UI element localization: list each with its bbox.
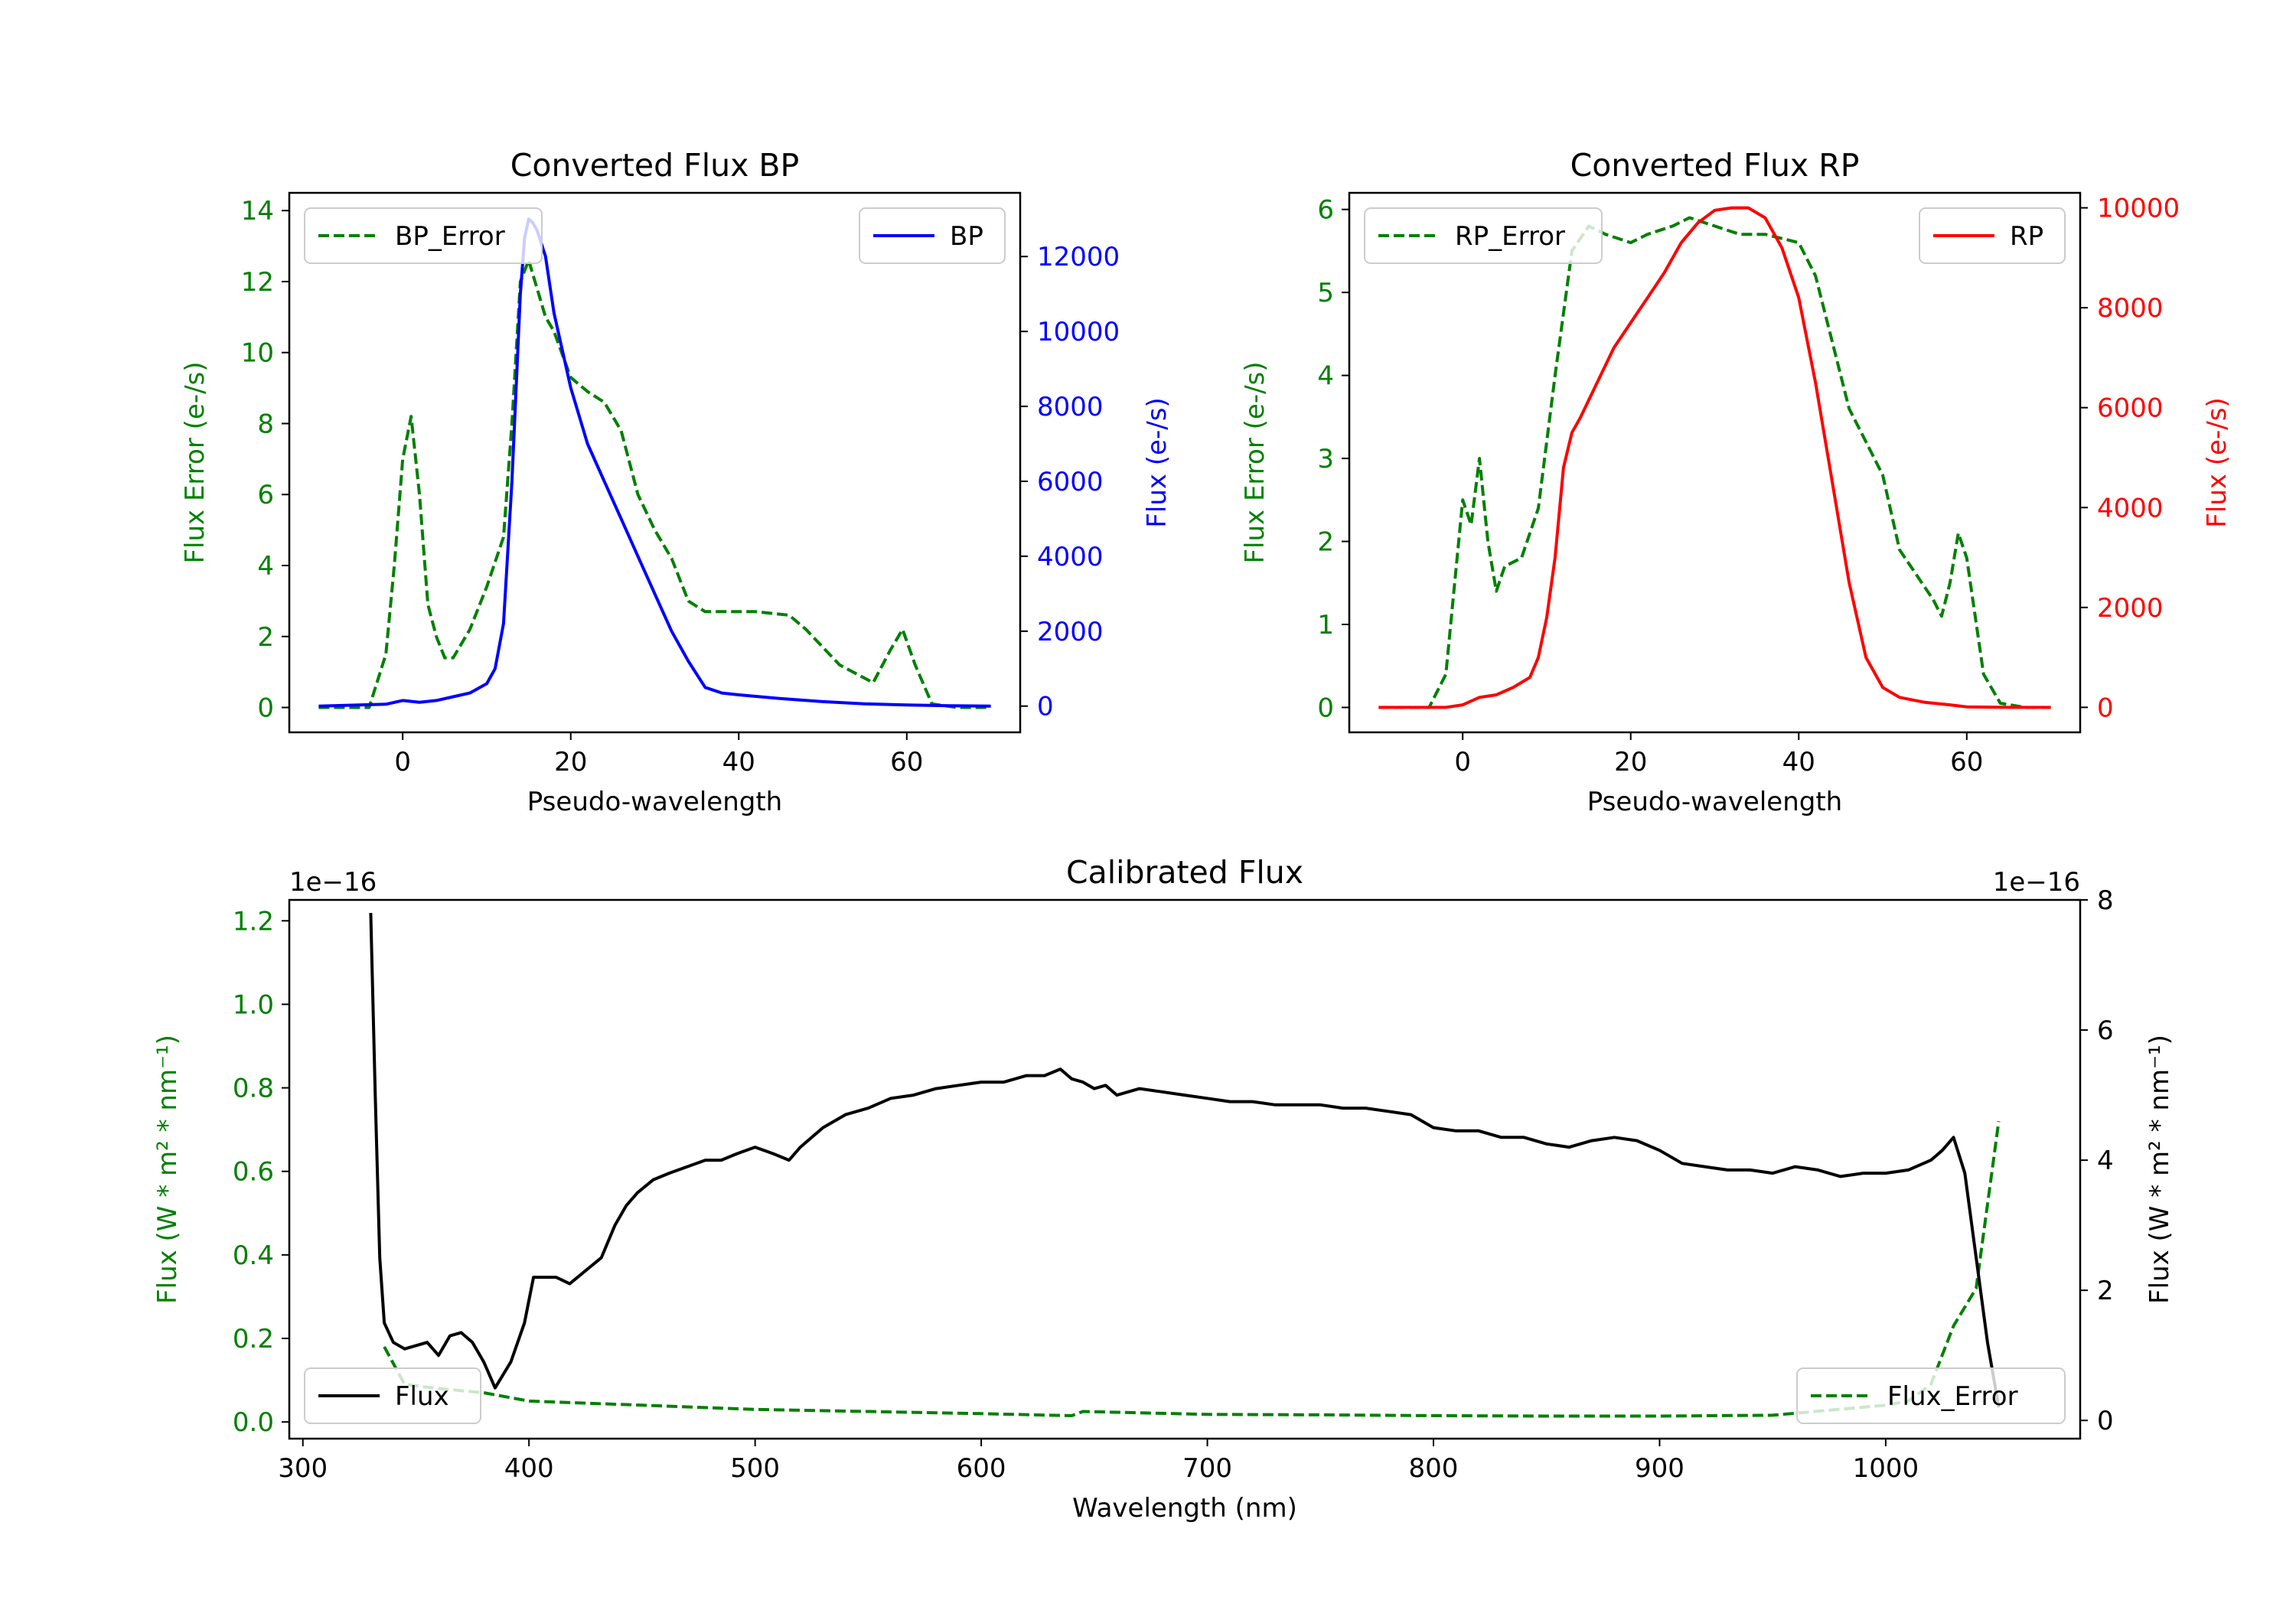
y-right-axis-label: Flux (W * m² * nm⁻¹) [2144,1035,2175,1304]
y-right-tick-label: 6000 [2097,393,2164,424]
y-left-tick-label: 2 [1317,527,1334,558]
y-left-tick-label: 0.6 [233,1157,274,1188]
x-tick-label: 60 [890,747,923,777]
x-tick-label: 700 [1182,1453,1232,1484]
legend-label: RP_Error [1455,221,1565,252]
y-right-tick-label: 6000 [1037,467,1104,497]
legend-label: Flux_Error [1887,1381,2018,1412]
y-right-offset-text: 1e−16 [1993,867,2080,898]
y-left-tick-label: 1.2 [233,906,274,937]
legend-flux: Flux [304,1367,481,1424]
y-left-tick-label: 0.2 [233,1324,274,1354]
y-left-tick-label: 2 [257,622,274,653]
legend-flux-error: Flux_Error [1796,1367,2066,1424]
plot-frame [288,191,1022,734]
chart-title: Converted Flux BP [510,147,800,184]
x-tick-label: 800 [1409,1453,1459,1484]
y-right-tick-label: 8 [2097,885,2114,916]
legend-box [304,1367,481,1424]
y-right-axis-label: Flux (e-/s) [1142,397,1172,527]
x-tick-label: 60 [1950,747,1983,777]
y-left-tick-label: 14 [241,196,274,227]
y-left-offset-text: 1e−16 [289,867,377,898]
y-right-tick-label: 2 [2097,1276,2114,1306]
y-right-tick-label: 12000 [1037,242,1120,272]
chart-panel-3: 300 400 500 600 700 800 900 1000 0.0 0.2 0.4 0.6 0.8… [152,854,2175,1524]
y-right-tick-label: 8000 [2097,293,2164,324]
y-left-axis-label: Flux Error (e-/s) [180,361,210,563]
legend-bp: BP [859,207,1006,264]
plot-frame [288,898,2082,1440]
y-left-tick-label: 0 [257,693,274,724]
y-left-tick-label: 3 [1317,444,1334,474]
x-tick-label: 20 [1614,747,1647,777]
y-left-tick-label: 4 [1317,361,1334,392]
x-tick-label: 0 [1454,747,1471,777]
legend-rp-error: RP_Error [1364,207,1603,264]
y-right-tick-label: 10000 [1037,317,1120,347]
y-left-tick-label: 12 [241,267,274,298]
x-axis-label: Pseudo-wavelength [1587,787,1842,817]
y-left-tick-label: 8 [257,409,274,439]
y-left-tick-label: 0.0 [233,1407,274,1438]
x-tick-label: 1000 [1853,1453,1919,1484]
x-tick-label: 40 [722,747,755,777]
y-left-tick-label: 1.0 [233,989,274,1020]
legend-label: Flux [395,1381,449,1412]
x-tick-label: 900 [1635,1453,1684,1484]
y-right-tick-label: 2000 [2097,593,2164,624]
legend-box [1364,207,1603,264]
y-right-tick-label: 0 [2097,1406,2114,1436]
y-left-tick-label: 0 [1317,693,1334,723]
x-axis-label: Wavelength (nm) [1072,1493,1297,1524]
series-line-rp-error [1378,216,2051,709]
x-tick-label: 300 [278,1453,328,1484]
y-right-tick-label: 0 [1037,692,1054,722]
x-tick-label: 400 [504,1453,554,1484]
y-left-tick-label: 5 [1317,278,1334,308]
y-left-tick-label: 6 [257,480,274,510]
x-tick-label: 500 [730,1453,780,1484]
y-left-tick-label: 0.8 [233,1074,274,1104]
x-tick-label: 20 [554,747,587,777]
series-line-flux [369,912,2001,1408]
y-left-tick-label: 4 [257,551,274,582]
x-tick-label: 0 [394,747,411,777]
y-right-axis-label: Flux (e-/s) [2202,397,2232,527]
y-left-tick-label: 0.4 [233,1240,274,1271]
chart-title: Converted Flux RP [1570,147,1860,184]
x-axis-label: Pseudo-wavelength [527,787,782,817]
x-tick-label: 600 [957,1453,1006,1484]
legend-bp-error: BP_Error [304,207,543,264]
y-right-tick-label: 0 [2097,693,2114,723]
plot-frame [1348,191,2082,734]
y-left-axis-label: Flux Error (e-/s) [1240,361,1270,563]
y-right-tick-label: 2000 [1037,617,1104,647]
legend-rp: RP [1919,207,2066,264]
y-left-tick-label: 1 [1317,610,1334,641]
y-left-tick-label: 6 [1317,195,1334,226]
y-right-tick-label: 4 [2097,1146,2114,1176]
legend-label: RP [2010,221,2043,252]
y-left-tick-label: 10 [241,338,274,369]
y-left-axis-label: Flux (W * m² * nm⁻¹) [152,1035,183,1304]
series-line-rp [1378,206,2051,709]
legend-box [1796,1367,2066,1424]
series-line-flux-error [383,1120,2001,1418]
y-right-tick-label: 4000 [2097,493,2164,523]
y-right-tick-label: 8000 [1037,392,1104,422]
series-line-bp [318,217,991,708]
x-tick-label: 40 [1782,747,1815,777]
legend-label: BP [950,221,983,252]
y-right-tick-label: 10000 [2097,194,2180,224]
legend-box [304,207,543,264]
legend-label: BP_Error [395,221,505,252]
y-right-tick-label: 6 [2097,1015,2114,1046]
chart-panel-2: 0 20 40 6001234560200040006000800010000Conv… [1240,147,2232,817]
chart-panel-1: 0 20 40 60 0 2 4 6 8 10 12 14 0 2000 4000 6000 8000 10000… [180,147,1172,817]
chart-title: Calibrated Flux [1066,854,1303,891]
y-right-tick-label: 4000 [1037,542,1104,572]
